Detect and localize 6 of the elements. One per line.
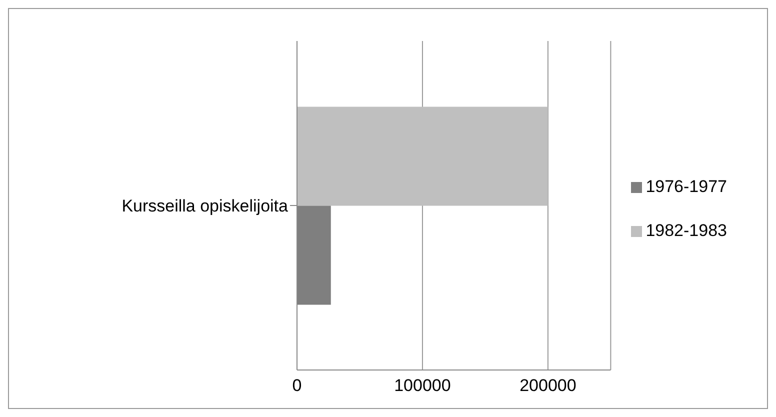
x-tick-label: 200000 (520, 376, 576, 396)
y-tick-label: Kursseilla opiskelijoita (122, 196, 289, 216)
legend-label: 1976-1977 (646, 176, 727, 196)
x-tick-label: 100000 (394, 376, 451, 396)
x-tick-label: 0 (292, 376, 302, 396)
legend-label: 1982-1983 (646, 220, 727, 240)
